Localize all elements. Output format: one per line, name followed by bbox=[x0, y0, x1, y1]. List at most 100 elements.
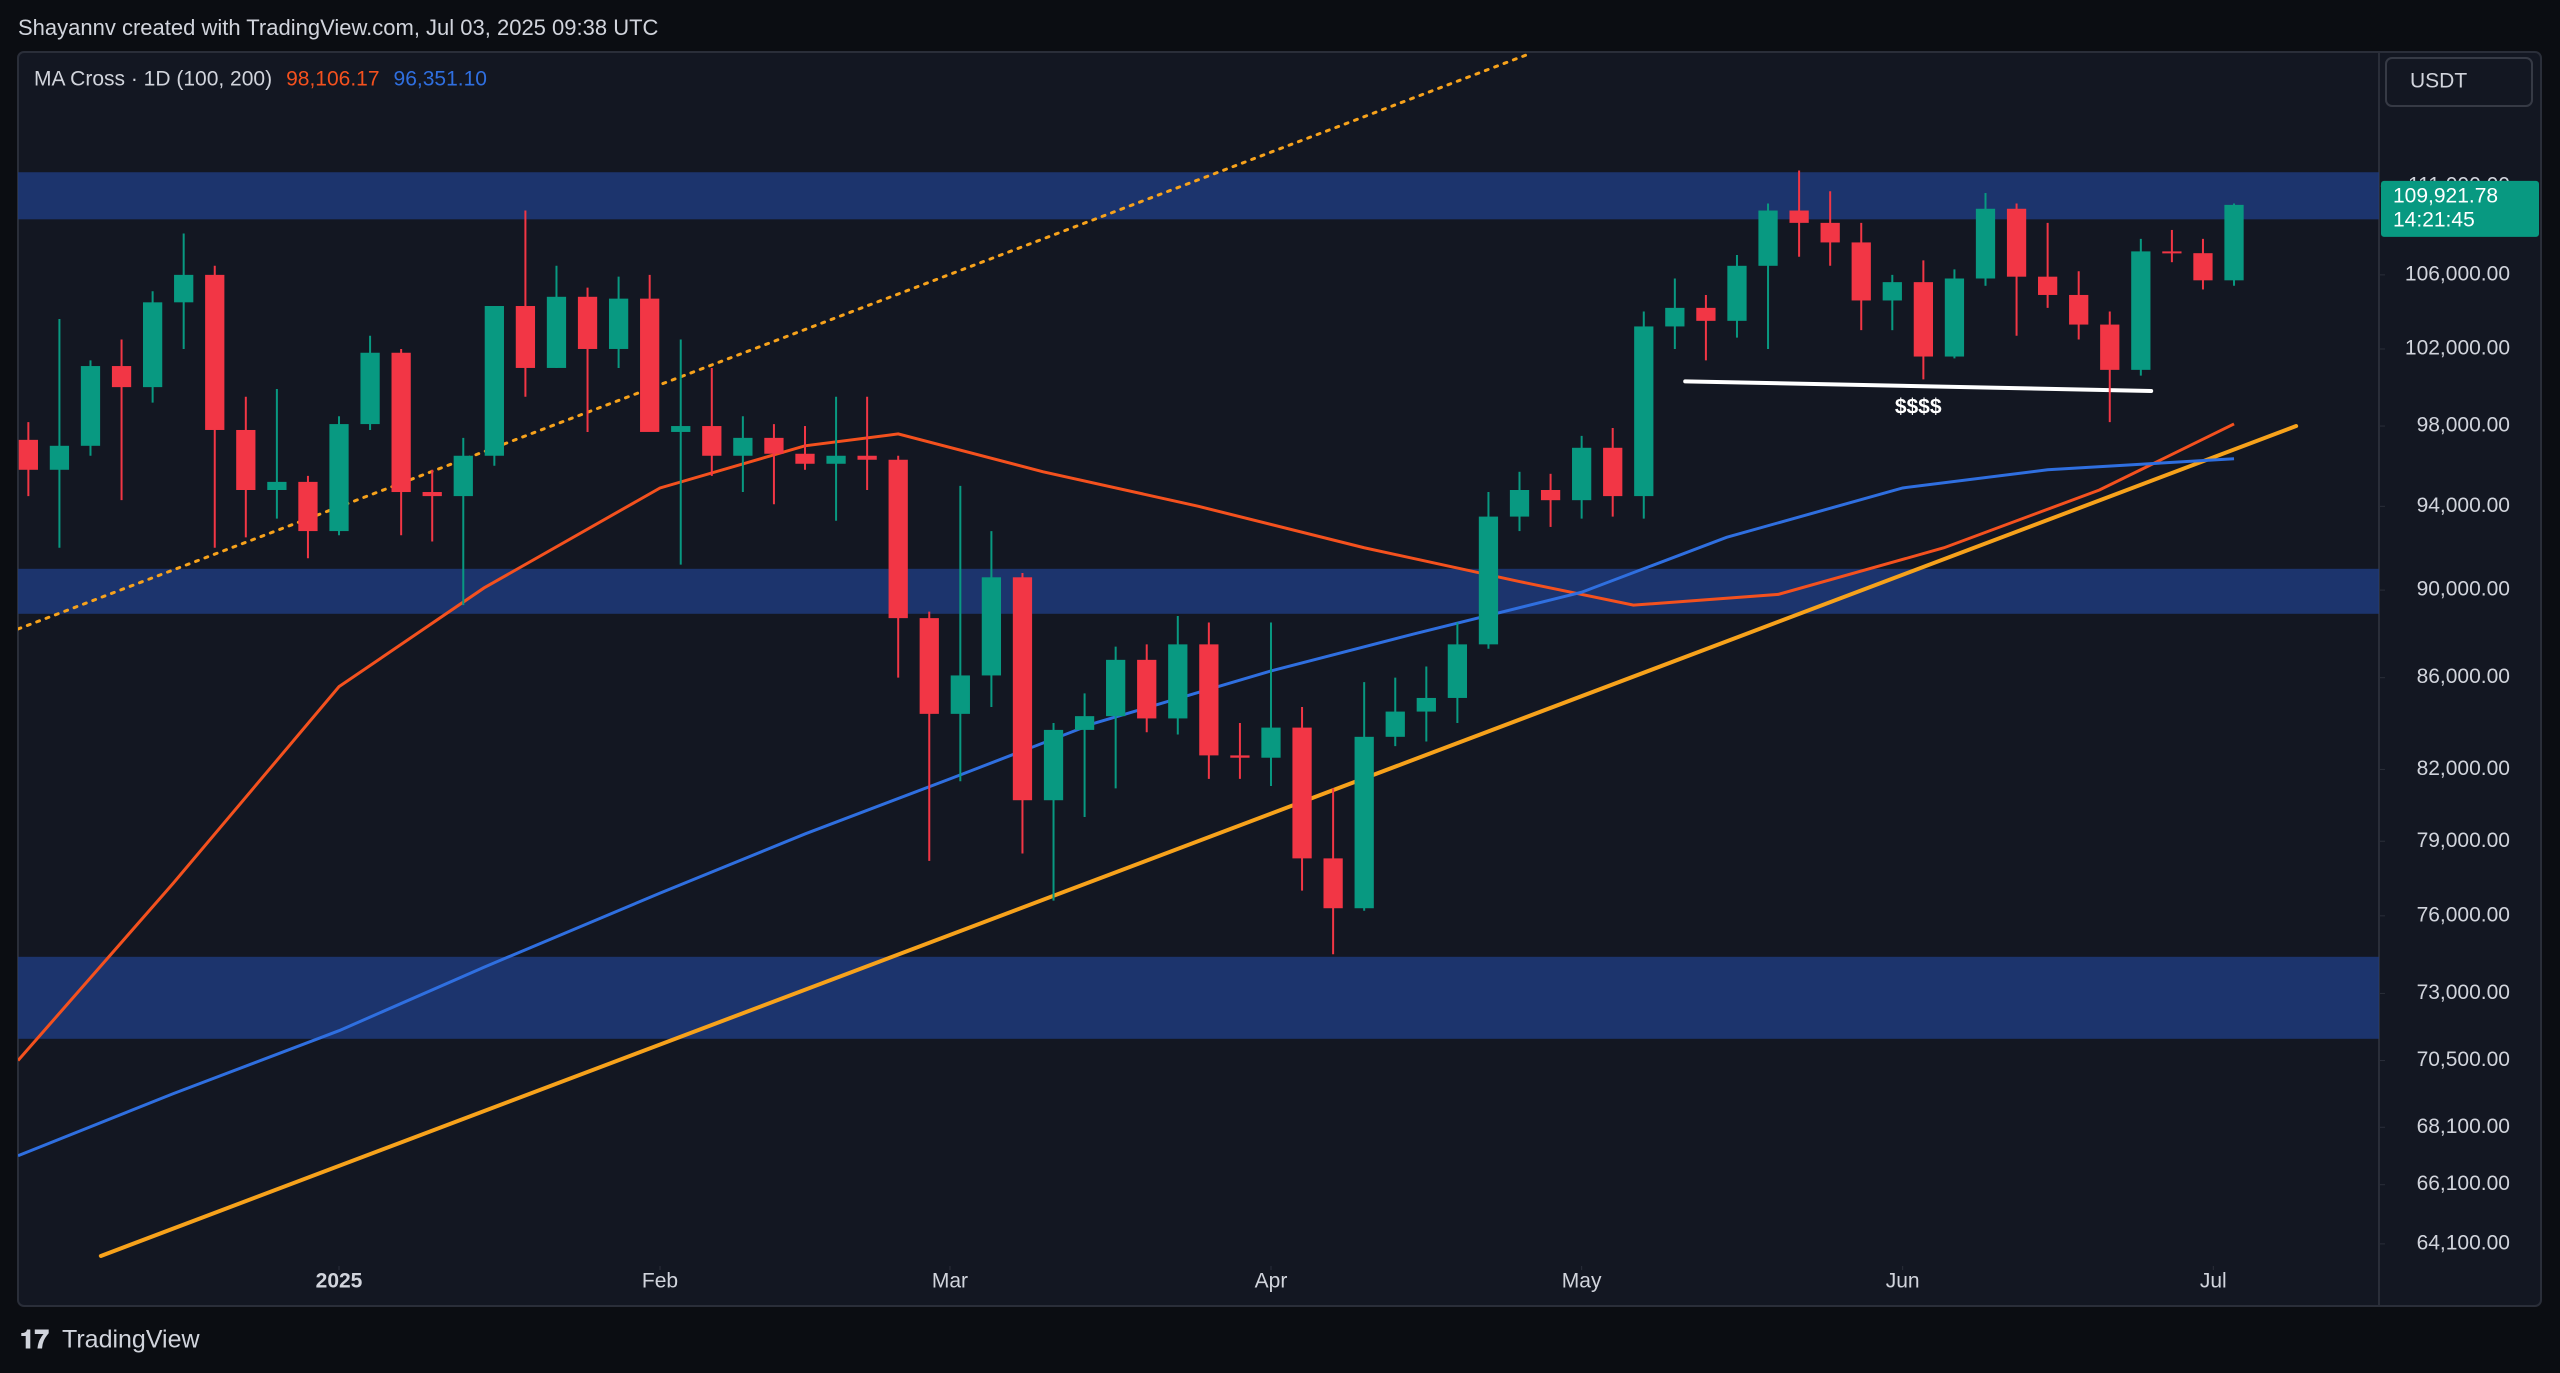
candle-body bbox=[1509, 489, 1530, 517]
x-tick-label: Jun bbox=[1886, 1270, 1920, 1293]
y-tick-label: 82,000.00 bbox=[2417, 757, 2510, 780]
candle-body bbox=[702, 426, 722, 456]
candle-body bbox=[2069, 294, 2089, 325]
y-tick-label: 86,000.00 bbox=[2417, 665, 2510, 688]
candle-body bbox=[1168, 644, 1188, 719]
trendline-label: $$$$ bbox=[1895, 396, 1942, 419]
candle-body bbox=[174, 274, 194, 303]
candle-body bbox=[1696, 307, 1716, 321]
y-tick-label: 68,100.00 bbox=[2417, 1115, 2510, 1138]
y-tick-label: 90,000.00 bbox=[2417, 578, 2510, 601]
candle-body bbox=[1447, 644, 1468, 698]
candle-body bbox=[1478, 516, 1499, 645]
candle-body bbox=[49, 445, 70, 470]
indicator-name: MA Cross · 1D (100, 200) bbox=[34, 68, 272, 91]
candle-body bbox=[950, 675, 970, 714]
y-tick-label: 70,500.00 bbox=[2417, 1048, 2510, 1071]
candle-body bbox=[919, 618, 939, 714]
candle-body bbox=[484, 306, 504, 456]
candle-body bbox=[2006, 208, 2027, 277]
candle-body bbox=[2100, 324, 2120, 370]
y-tick-label: 106,000.00 bbox=[2405, 262, 2510, 285]
candle-body bbox=[1634, 326, 1654, 497]
y-tick-label: 76,000.00 bbox=[2417, 903, 2510, 926]
candle-body bbox=[1820, 222, 1840, 243]
candle-body bbox=[1385, 711, 1405, 737]
candle-body bbox=[453, 455, 473, 497]
candle-body bbox=[1882, 282, 1902, 301]
candle-body bbox=[80, 366, 101, 446]
last-price: 109,921.78 bbox=[2393, 184, 2498, 207]
candle-body bbox=[1106, 659, 1126, 717]
candle-body bbox=[236, 429, 256, 490]
candle-body bbox=[764, 437, 784, 454]
candle-body bbox=[1789, 210, 1809, 223]
y-tick-label: 94,000.00 bbox=[2417, 494, 2510, 517]
candle-body bbox=[1603, 447, 1623, 497]
candle-body bbox=[298, 481, 318, 532]
moving-average bbox=[18, 422, 2235, 1062]
candle-body bbox=[795, 453, 815, 464]
chart-panel bbox=[17, 51, 2542, 1307]
candle-body bbox=[1199, 644, 1219, 756]
candle-body bbox=[1540, 489, 1561, 501]
candle-body bbox=[857, 455, 877, 460]
candle-body bbox=[1758, 210, 1778, 266]
candle-body bbox=[1292, 727, 1312, 859]
x-tick-label: Jul bbox=[2200, 1270, 2227, 1293]
candle-body bbox=[888, 459, 908, 619]
candle-body bbox=[2131, 251, 2151, 370]
y-tick-label: 98,000.00 bbox=[2417, 414, 2510, 437]
header: Shayannv created with TradingView.com, J… bbox=[18, 15, 659, 40]
candle-body bbox=[733, 437, 753, 456]
y-tick-label: 79,000.00 bbox=[2417, 829, 2510, 852]
zone bbox=[18, 568, 2379, 614]
y-tick-label: 64,100.00 bbox=[2417, 1231, 2510, 1254]
candle-body bbox=[1043, 729, 1064, 801]
overlay: 111,000.00106,000.00102,000.0098,000.009… bbox=[316, 174, 2539, 1293]
candle-body bbox=[360, 352, 380, 425]
x-tick-label: Feb bbox=[642, 1270, 678, 1293]
legend-value: 96,351.10 bbox=[394, 68, 487, 91]
candle-body bbox=[1012, 577, 1033, 801]
y-tick-label: 102,000.00 bbox=[2405, 337, 2510, 360]
candle-body bbox=[142, 302, 163, 388]
y-tick-label: 73,000.00 bbox=[2417, 981, 2510, 1004]
candle-body bbox=[1323, 858, 1343, 909]
candle-body bbox=[267, 481, 287, 490]
trendline bbox=[1683, 379, 2154, 393]
candle-body bbox=[1944, 278, 1965, 357]
trendline bbox=[18, 52, 1532, 631]
y-tick-label: 66,100.00 bbox=[2417, 1172, 2510, 1195]
zone bbox=[18, 956, 2379, 1039]
candle-body bbox=[18, 439, 38, 470]
candle-body bbox=[1665, 307, 1685, 327]
trendline bbox=[98, 424, 2299, 1258]
candle-body bbox=[1416, 697, 1436, 712]
x-tick-label: Apr bbox=[1255, 1270, 1288, 1293]
candle-body bbox=[205, 274, 225, 430]
candle-body bbox=[515, 306, 536, 368]
candle-body bbox=[640, 298, 660, 432]
candle-body bbox=[1572, 447, 1592, 501]
plot: $$$$ bbox=[18, 52, 2379, 1258]
logo-mark: 𝟏𝟕 bbox=[20, 1324, 49, 1354]
x-tick-label: 2025 bbox=[316, 1270, 363, 1293]
candle-body bbox=[391, 352, 411, 493]
candle-body bbox=[546, 296, 567, 368]
candle-body bbox=[826, 455, 846, 464]
currency-button[interactable] bbox=[2385, 57, 2533, 107]
legend-value: 98,106.17 bbox=[286, 68, 379, 91]
currency[interactable]: USDT bbox=[2410, 70, 2467, 93]
candle-body bbox=[422, 492, 442, 497]
last-price-tag bbox=[2381, 180, 2539, 237]
candle-body bbox=[1913, 282, 1933, 357]
candle-body bbox=[1137, 659, 1157, 719]
candle-body bbox=[1074, 716, 1095, 730]
footer-logo: TradingView bbox=[62, 1326, 201, 1354]
x-tick-label: Mar bbox=[932, 1270, 968, 1293]
candle-body bbox=[2162, 251, 2182, 254]
candle-body bbox=[1975, 208, 1996, 279]
